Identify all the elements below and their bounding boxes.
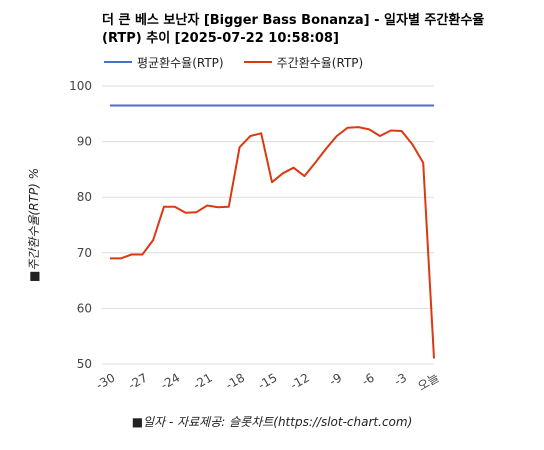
x-tick-label: -3 [392,370,409,388]
chart-title-line1: 더 큰 베스 보난자 [Bigger Bass Bonanza] - 일자별 주… [102,13,485,28]
y-tick-label: 70 [77,246,92,260]
y-tick-label: 50 [77,357,92,371]
legend-swatch-average [104,61,132,63]
legend-item-average[interactable]: 평균환수율(RTP) [104,54,224,71]
x-tick-label: -6 [359,370,376,388]
x-axis-title: ■일자 - 자료제공: 슬롯차트(https://slot-chart.com) [132,415,413,429]
y-tick-label: 90 [77,135,92,149]
x-tick-label: 오늘 [415,370,441,393]
series-lines [110,104,435,359]
x-tick-label: -9 [327,370,344,388]
legend: 평균환수율(RTP) 주간환수율(RTP) [104,54,383,70]
x-tick-label: -24 [158,370,182,392]
chart-title-line2: (RTP) 추이 [2025-07-22 10:58:08] [102,31,339,46]
y-axis-title: ■주간환수율(RTP) % [27,168,41,282]
y-tick-label: 60 [77,301,92,315]
y-axis-ticks: 50 60 70 80 90 100 [69,79,92,371]
legend-label-average: 평균환수율(RTP) [137,55,224,70]
x-tick-label: -18 [223,370,247,392]
x-tick-label: -12 [288,370,312,392]
chart-title: 더 큰 베스 보난자 [Bigger Bass Bonanza] - 일자별 주… [102,12,532,48]
x-tick-label: -27 [126,370,150,392]
legend-label-weekly: 주간환수율(RTP) [276,55,364,70]
series-line-weekly-rtp[interactable] [110,126,435,359]
x-tick-label: -30 [94,370,118,392]
y-tick-label: 100 [69,79,92,93]
legend-swatch-weekly [243,61,272,63]
gridlines [102,85,434,365]
x-tick-label: -15 [256,370,280,392]
x-axis-ticks: -30 -27 -24 -21 -18 -15 -12 -9 -6 -3 오늘 [94,370,442,393]
y-tick-label: 80 [77,190,92,204]
x-tick-label: -21 [191,370,215,392]
legend-item-weekly[interactable]: 주간환수율(RTP) [243,54,364,71]
